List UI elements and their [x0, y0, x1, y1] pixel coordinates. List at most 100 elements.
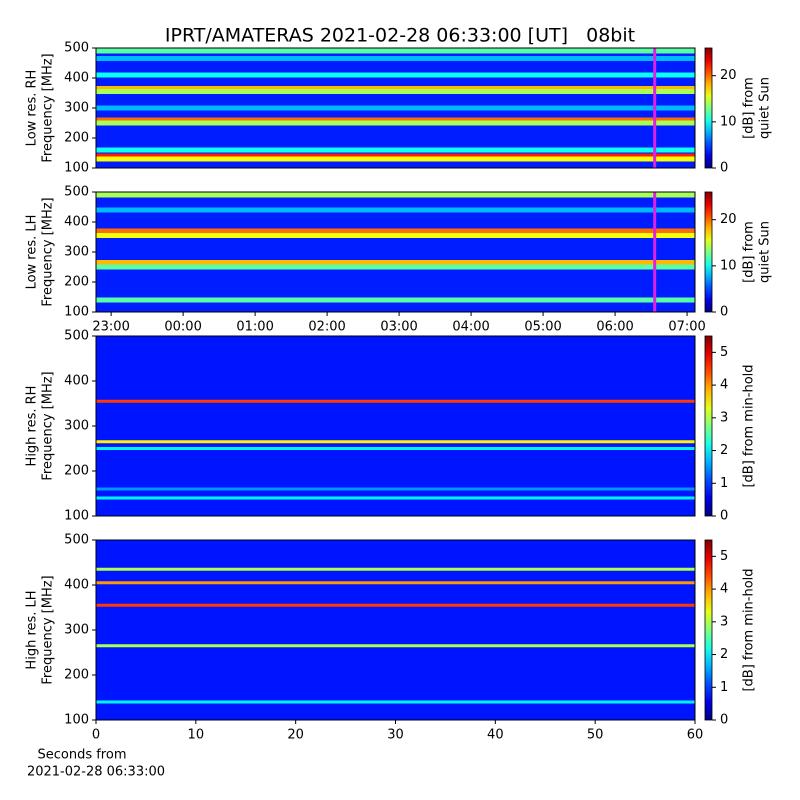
colorbar-tick-label: 1 [720, 476, 728, 491]
spectral-band [96, 567, 695, 571]
spectral-band [96, 233, 695, 238]
colorbar-tick-label: 3 [720, 410, 728, 425]
spectral-band [96, 297, 695, 303]
spectral-band [96, 264, 695, 270]
colorbar-tick-label: 4 [720, 582, 728, 597]
x-tick-label: 23:00 [92, 320, 129, 335]
y-tick-label: 300 [64, 245, 89, 260]
x-tick-label: 01:00 [236, 320, 273, 335]
y-axis-label: High res. RH [25, 386, 40, 467]
y-axis-label: Low res. LH [25, 215, 40, 290]
colorbar [704, 335, 713, 517]
x-tick-label: 30 [387, 728, 404, 743]
x-tick-label: 07:00 [668, 320, 705, 335]
heatmap-background [96, 336, 695, 516]
spectral-band [96, 260, 695, 265]
colorbar-tick-label: 5 [720, 345, 728, 360]
colorbar-tick-label: 10 [720, 258, 737, 273]
colorbar-tick-label: 20 [720, 68, 737, 83]
colorbar-tick-label: 2 [720, 647, 728, 662]
colorbar-tick-label: 3 [720, 614, 728, 629]
chart-title: IPRT/AMATERAS 2021-02-28 06:33:00 [UT] 0… [165, 25, 635, 47]
colorbar [704, 191, 713, 313]
spectral-band [96, 156, 695, 162]
x-tick-label: 04:00 [452, 320, 489, 335]
x-tick-label: 03:00 [380, 320, 417, 335]
spectral-band [96, 153, 695, 159]
spectral-band [96, 192, 695, 198]
spectral-band [96, 117, 695, 123]
y-axis-label: Frequency [MHz] [41, 371, 56, 480]
x-tick-label: 40 [487, 728, 504, 743]
y-axis-label: Frequency [MHz] [41, 197, 56, 306]
spectral-band [96, 147, 695, 153]
y-tick-label: 500 [64, 41, 89, 56]
y-axis-label: Low res. RH [25, 70, 40, 147]
x-tick-label: 02:00 [308, 320, 345, 335]
spectral-band [96, 399, 695, 403]
colorbar-tick-label: 0 [720, 713, 728, 728]
y-tick-label: 500 [64, 533, 89, 548]
colorbar-tick-label: 0 [720, 305, 728, 320]
x-tick-label: 00:00 [164, 320, 201, 335]
spectral-band [96, 603, 695, 607]
colorbar-label: [dB] from [742, 221, 757, 283]
x-tick-label: 50 [587, 728, 604, 743]
y-tick-label: 200 [64, 275, 89, 290]
x-axis-label: Seconds from [37, 748, 126, 763]
spectral-band [96, 89, 695, 94]
y-tick-label: 100 [64, 713, 89, 728]
y-tick-label: 300 [64, 101, 89, 116]
spectral-band [96, 105, 695, 111]
y-tick-label: 300 [64, 419, 89, 434]
colorbar-label: quiet Sun [758, 77, 773, 139]
y-tick-label: 400 [64, 215, 89, 230]
colorbar-tick-label: 5 [720, 549, 728, 564]
y-axis-label: High res. LH [25, 590, 40, 669]
colorbar-tick-label: 0 [720, 509, 728, 524]
spectral-band [96, 56, 695, 61]
y-tick-label: 100 [64, 509, 89, 524]
colorbar-tick-label: 20 [720, 212, 737, 227]
spectral-band [96, 207, 695, 213]
spectral-band [96, 48, 695, 54]
y-tick-label: 200 [64, 464, 89, 479]
spectral-band [96, 644, 695, 648]
y-tick-label: 400 [64, 578, 89, 593]
colorbar-tick-label: 4 [720, 378, 728, 393]
y-tick-label: 400 [64, 374, 89, 389]
x-tick-label: 05:00 [524, 320, 561, 335]
colorbar-tick-label: 0 [720, 161, 728, 176]
spectral-band [96, 487, 695, 491]
colorbar [704, 47, 713, 169]
heatmap-background [96, 540, 695, 720]
y-tick-label: 400 [64, 71, 89, 86]
x-tick-label: 20 [287, 728, 304, 743]
x-tick-label: 60 [687, 728, 704, 743]
y-tick-label: 200 [64, 668, 89, 683]
colorbar-label: [dB] from [742, 77, 757, 139]
colorbar-label: quiet Sun [758, 221, 773, 283]
y-axis-label: Frequency [MHz] [41, 53, 56, 162]
colorbar-label: [dB] from min-hold [742, 568, 757, 691]
spectral-band [96, 440, 695, 444]
spectral-band [96, 496, 695, 500]
colorbar-tick-label: 10 [720, 114, 737, 129]
y-tick-label: 300 [64, 623, 89, 638]
x-axis-label: 2021-02-28 06:33:00 [27, 765, 165, 780]
y-tick-label: 500 [64, 329, 89, 344]
y-tick-label: 100 [64, 305, 89, 320]
colorbar-tick-label: 1 [720, 680, 728, 695]
y-axis-label: Frequency [MHz] [41, 575, 56, 684]
colorbar-tick-label: 2 [720, 443, 728, 458]
x-tick-label: 0 [92, 728, 100, 743]
y-tick-label: 200 [64, 131, 89, 146]
colorbar [704, 539, 713, 721]
spectral-band [96, 700, 695, 704]
colorbar-label: [dB] from min-hold [742, 364, 757, 487]
spectral-band [96, 120, 695, 126]
spectral-band [96, 86, 695, 91]
spectral-band [96, 228, 695, 234]
